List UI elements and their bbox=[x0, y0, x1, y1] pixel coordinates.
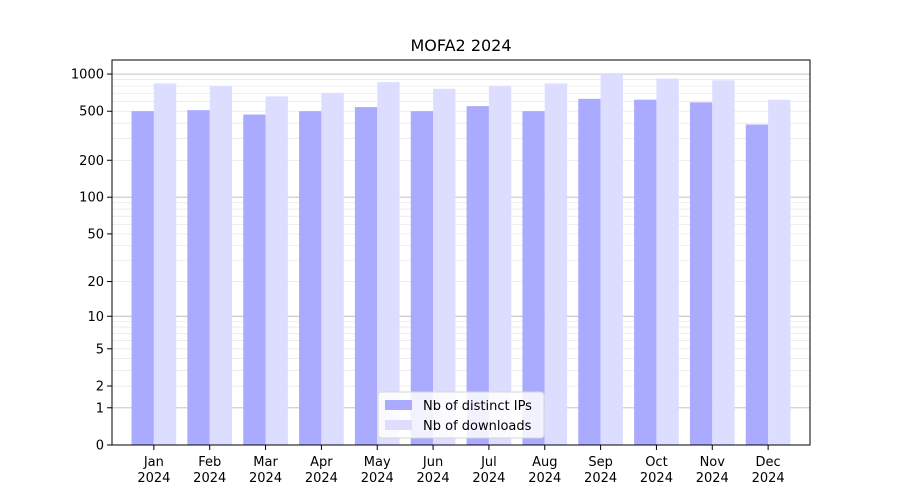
bar-downloads bbox=[488, 86, 512, 446]
x-tick-label-year: 2024 bbox=[528, 471, 561, 486]
x-tick-label-month: Apr bbox=[310, 455, 333, 470]
legend-swatch-distinct-ips bbox=[385, 400, 412, 410]
x-tick-label-month: Oct bbox=[645, 455, 667, 470]
y-tick-label: 0 bbox=[96, 439, 104, 454]
y-tick-label: 50 bbox=[87, 227, 104, 242]
bar-downloads bbox=[433, 88, 456, 445]
bar-downloads bbox=[544, 83, 568, 445]
y-tick-label: 1 bbox=[96, 401, 104, 416]
y-tick-label: 2 bbox=[96, 380, 104, 395]
legend-box bbox=[377, 391, 545, 439]
x-tick-label-month: May bbox=[364, 455, 391, 470]
bar-distinct-ips bbox=[522, 111, 545, 446]
bar-downloads bbox=[712, 80, 735, 446]
bar-distinct-ips bbox=[466, 106, 489, 446]
legend: Nb of distinct IPs Nb of downloads bbox=[377, 391, 545, 439]
y-tick-label: 20 bbox=[87, 275, 104, 290]
bar-distinct-ips bbox=[354, 107, 378, 445]
bar-distinct-ips bbox=[578, 98, 601, 446]
bar-downloads bbox=[656, 78, 679, 446]
bar-distinct-ips bbox=[131, 111, 154, 446]
plot-frame bbox=[111, 59, 811, 446]
x-tick-label-year: 2024 bbox=[193, 471, 226, 486]
bar-distinct-ips bbox=[187, 110, 210, 445]
x-tick-label-year: 2024 bbox=[361, 471, 394, 486]
x-tick-label-month: Mar bbox=[253, 455, 278, 470]
x-tick-label-year: 2024 bbox=[472, 471, 505, 486]
x-tick-label-month: Sep bbox=[588, 455, 613, 470]
legend-label-distinct-ips: Nb of distinct IPs bbox=[423, 399, 532, 414]
bar-distinct-ips bbox=[689, 102, 713, 445]
bars bbox=[131, 74, 791, 446]
bar-distinct-ips bbox=[634, 99, 657, 445]
x-axis: Jan2024Feb2024Mar2024Apr2024May2024Jun20… bbox=[137, 445, 785, 486]
y-tick-label: 500 bbox=[79, 105, 104, 120]
y-axis: 0 1 2 5 10 20 50 100 200 500 1000 bbox=[71, 68, 112, 454]
bar-downloads bbox=[768, 99, 791, 445]
chart-title: MOFA2 2024 bbox=[410, 36, 511, 55]
bar-downloads bbox=[321, 93, 344, 445]
x-tick-label-month: Jan bbox=[143, 455, 164, 470]
y-tick-label: 1000 bbox=[71, 68, 104, 83]
x-tick-label-month: Jul bbox=[480, 455, 497, 470]
bar-distinct-ips bbox=[410, 111, 434, 446]
legend-swatch-downloads bbox=[385, 420, 412, 430]
bar-downloads bbox=[209, 86, 233, 446]
x-tick-label-year: 2024 bbox=[752, 471, 785, 486]
bar-distinct-ips bbox=[745, 124, 769, 446]
bar-distinct-ips bbox=[299, 111, 322, 446]
x-tick-label-month: Dec bbox=[756, 455, 781, 470]
x-tick-label-month: Feb bbox=[198, 455, 221, 470]
x-tick-label-month: Aug bbox=[532, 455, 557, 470]
x-tick-label-year: 2024 bbox=[417, 471, 450, 486]
x-tick-label-month: Nov bbox=[700, 455, 726, 470]
y-tick-label: 5 bbox=[96, 342, 104, 357]
y-tick-label: 10 bbox=[87, 310, 104, 325]
y-tick-label: 100 bbox=[79, 191, 104, 206]
x-tick-label-month: Jun bbox=[422, 455, 443, 470]
bar-distinct-ips bbox=[243, 114, 266, 446]
bar-downloads bbox=[153, 83, 177, 445]
y-tick-label: 200 bbox=[79, 154, 104, 169]
legend-label-downloads: Nb of downloads bbox=[423, 419, 532, 434]
x-tick-label-year: 2024 bbox=[696, 471, 729, 486]
bar-downloads bbox=[600, 74, 623, 445]
x-tick-label-year: 2024 bbox=[305, 471, 338, 486]
bar-downloads bbox=[265, 96, 288, 445]
x-tick-label-year: 2024 bbox=[584, 471, 617, 486]
bar-downloads bbox=[377, 82, 400, 445]
x-tick-label-year: 2024 bbox=[640, 471, 673, 486]
x-tick-label-year: 2024 bbox=[249, 471, 282, 486]
x-tick-label-year: 2024 bbox=[137, 471, 170, 486]
